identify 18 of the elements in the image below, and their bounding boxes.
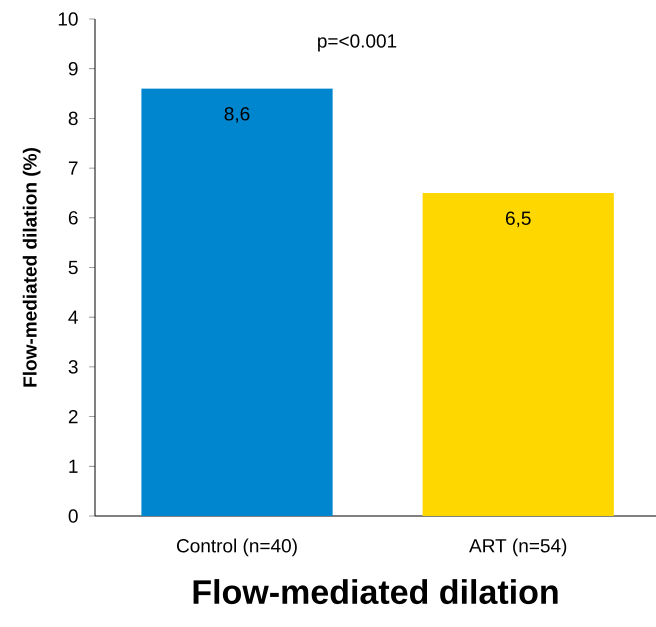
x-tick-label: ART (n=54) [469, 538, 566, 556]
y-tick-label: 2 [68, 410, 78, 424]
y-tick-label: 5 [68, 260, 78, 274]
y-tick-label: 4 [68, 310, 78, 324]
y-tick-label: 1 [69, 460, 78, 473]
annotation: p=<0.001 [318, 34, 396, 52]
y-tick-label: 0 [68, 509, 78, 523]
y-tick-label: 3 [68, 360, 78, 374]
y-tick-label: 8 [68, 112, 78, 126]
y-tick-label: 7 [68, 162, 78, 175]
y-tick-label: 10 [58, 12, 78, 26]
y-tick-label: 6 [68, 211, 78, 225]
data-label: 8,6 [224, 107, 250, 123]
x-axis-title: Flow-mediated dilation [194, 579, 558, 604]
y-axis-title: Flow-mediated dilation (%) [22, 148, 40, 387]
data-label: 6,5 [506, 211, 531, 228]
y-tick-label: 9 [68, 62, 78, 76]
x-tick-label: Control (n=40) [176, 538, 297, 556]
